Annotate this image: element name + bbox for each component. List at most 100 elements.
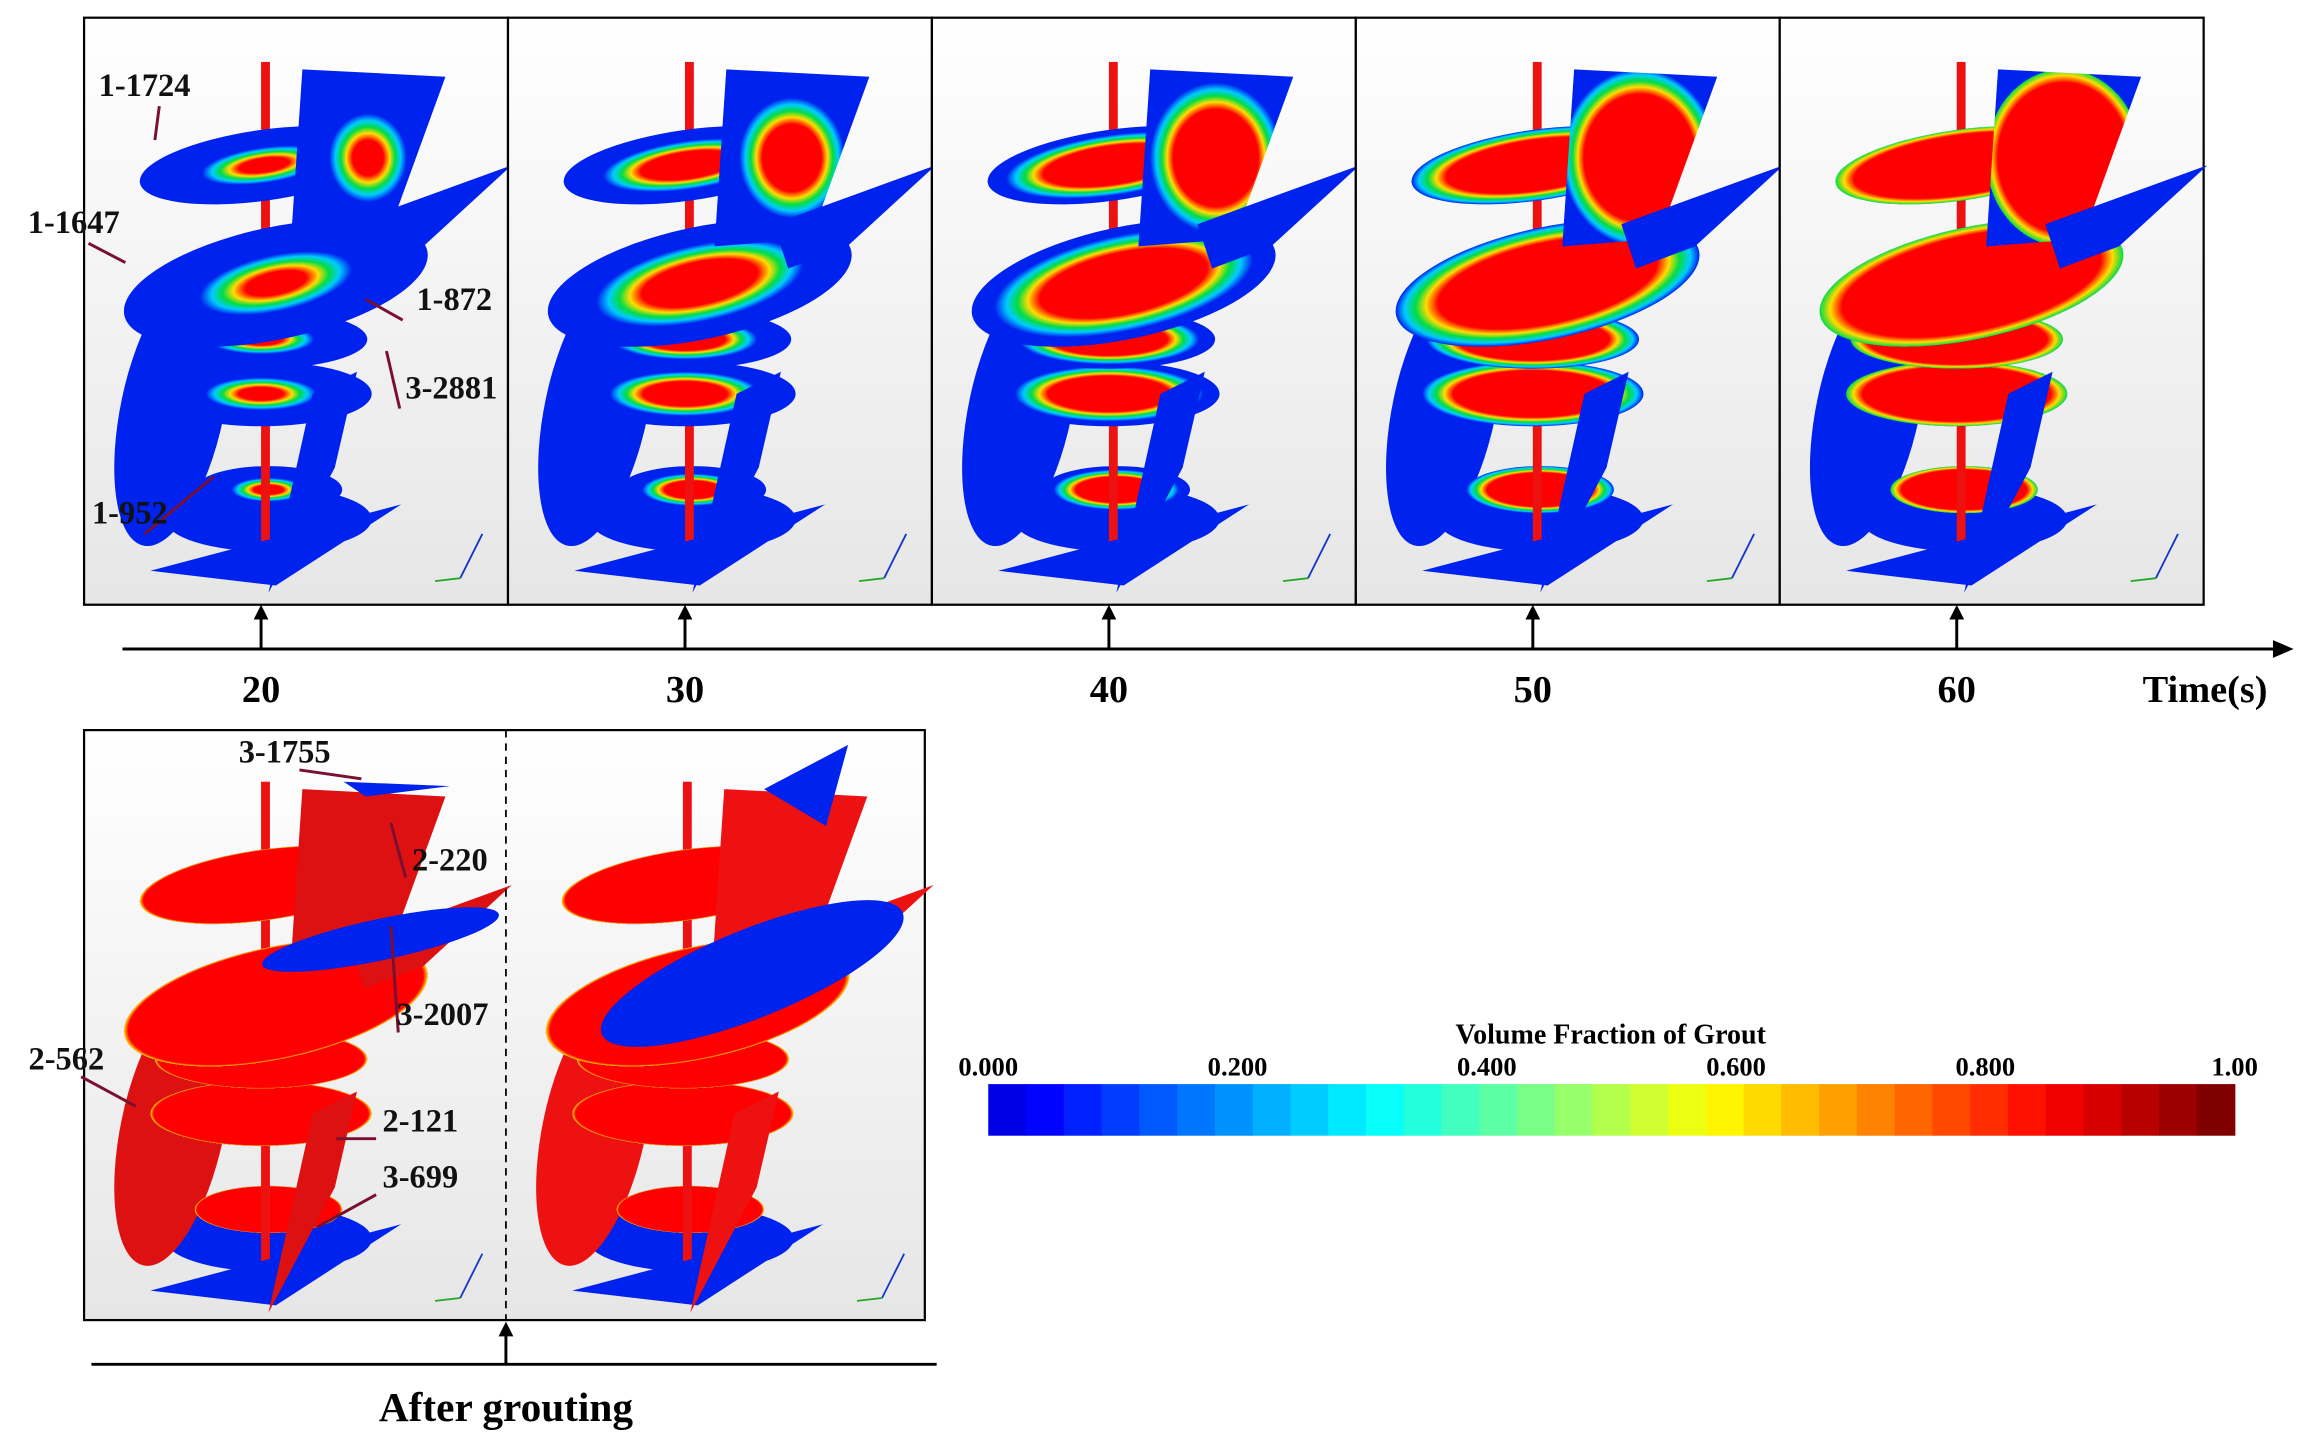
fracture-label: 1-1724 [99, 68, 191, 104]
colorbar-segment [1252, 1084, 1292, 1136]
fracture-label: 2-121 [383, 1103, 459, 1139]
leader-line [87, 242, 127, 264]
colorbar-segment [1819, 1084, 1858, 1136]
colorbar-segment [1894, 1084, 1934, 1136]
colorbar-segment [2008, 1084, 2047, 1136]
colorbar-tick-label: 0.000 [958, 1051, 1018, 1081]
fracture [1986, 69, 2142, 247]
colorbar-segment [1328, 1084, 1367, 1136]
colorbar-segment [1177, 1084, 1216, 1136]
fracture [268, 1091, 357, 1313]
time-label: Time(s) [2143, 669, 2268, 711]
colorbar-tick-label: 0.200 [1208, 1051, 1268, 1081]
fracture-label: 1-1647 [28, 205, 120, 241]
colorbar-segment [1592, 1084, 1632, 1136]
fracture-label: 2-562 [29, 1041, 105, 1077]
colorbar-tick-label: 0.400 [1457, 1051, 1517, 1081]
fracture [123, 219, 428, 347]
fracture [1116, 371, 1205, 593]
colorbar-segment [1932, 1084, 1971, 1136]
colorbar-segment [1403, 1084, 1443, 1136]
fracture-model [1386, 61, 1784, 593]
leader-line [316, 1193, 377, 1229]
fracture [290, 789, 446, 967]
fracture [150, 504, 402, 586]
colorbar-segment [1743, 1084, 1783, 1136]
colorbar-segment [1290, 1084, 1329, 1136]
colorbar-tick-label: 0.800 [1955, 1051, 2015, 1081]
fracture-model [962, 61, 1360, 593]
axis-triad [459, 533, 484, 579]
axis-triad [1731, 533, 1755, 579]
fracture [764, 744, 849, 826]
leader-line [153, 106, 161, 141]
time-tick-label: 50 [1514, 669, 1552, 711]
fracture-label: 3-2007 [397, 997, 489, 1033]
fracture [574, 504, 826, 586]
fracture [1138, 69, 1294, 247]
colorbar-segment [1554, 1084, 1594, 1136]
fracture [773, 165, 936, 269]
fracture [1562, 69, 1718, 247]
fracture [712, 789, 868, 967]
colorbar-segment [1026, 1084, 1065, 1136]
colorbar-segment [1214, 1084, 1254, 1136]
fracture [123, 939, 428, 1067]
axis-triad [858, 577, 885, 583]
colorbar-segment [1856, 1084, 1896, 1136]
axis-triad [856, 1297, 883, 1302]
fracture [572, 1224, 824, 1306]
time-tick-label: 30 [666, 669, 704, 711]
fracture [1540, 371, 1629, 593]
fracture [349, 165, 512, 269]
colorbar-segment [1441, 1084, 1480, 1136]
fracture-label: 1-872 [416, 282, 492, 318]
colorbar-segment [1970, 1084, 2009, 1136]
fracture [262, 907, 499, 972]
fracture [547, 219, 852, 347]
fracture [290, 69, 446, 247]
fracture [1621, 165, 1784, 269]
time-tick-label: 40 [1090, 669, 1128, 711]
fracture-label: 3-699 [383, 1159, 459, 1195]
fracture [2045, 165, 2208, 269]
time-arrowhead [1101, 604, 1117, 620]
axis-triad [1282, 577, 1309, 583]
leader-line [80, 1075, 137, 1108]
axis-triad [2155, 533, 2179, 579]
fracture-label: 3-1755 [239, 735, 331, 771]
colorbar-segment [2196, 1084, 2236, 1136]
fracture [971, 219, 1276, 347]
after-arrowhead [498, 1321, 514, 1337]
colorbar-segment [2045, 1084, 2085, 1136]
colorbar-segment [1630, 1084, 1669, 1136]
leader-line [143, 475, 215, 536]
axis-triad [1706, 577, 1733, 583]
fracture [268, 371, 357, 593]
colorbar-tick-label: 0.600 [1706, 1051, 1766, 1081]
fracture-model [538, 61, 936, 593]
fracture [150, 1224, 402, 1306]
fracture [343, 781, 450, 797]
fracture [600, 900, 904, 1047]
leader-line [365, 298, 404, 322]
fracture [998, 504, 1250, 586]
colorbar-title: Volume Fraction of Grout [1455, 1019, 1766, 1050]
axis-triad [2130, 577, 2156, 583]
colorbar-segment [1139, 1084, 1178, 1136]
fracture [692, 371, 781, 593]
colorbar-segment [1705, 1084, 1745, 1136]
colorbar-segment [1517, 1084, 1556, 1136]
fracture-label: 1-952 [92, 496, 168, 532]
axis-triad [435, 577, 461, 583]
axis-triad [435, 1297, 461, 1302]
leader-line [389, 822, 408, 878]
axis-triad [1307, 533, 1331, 579]
fracture [714, 69, 870, 247]
leader-line [299, 768, 362, 781]
fracture [1819, 219, 2124, 347]
axis-triad [881, 1253, 905, 1299]
after-grouting-label: After grouting [379, 1384, 634, 1430]
